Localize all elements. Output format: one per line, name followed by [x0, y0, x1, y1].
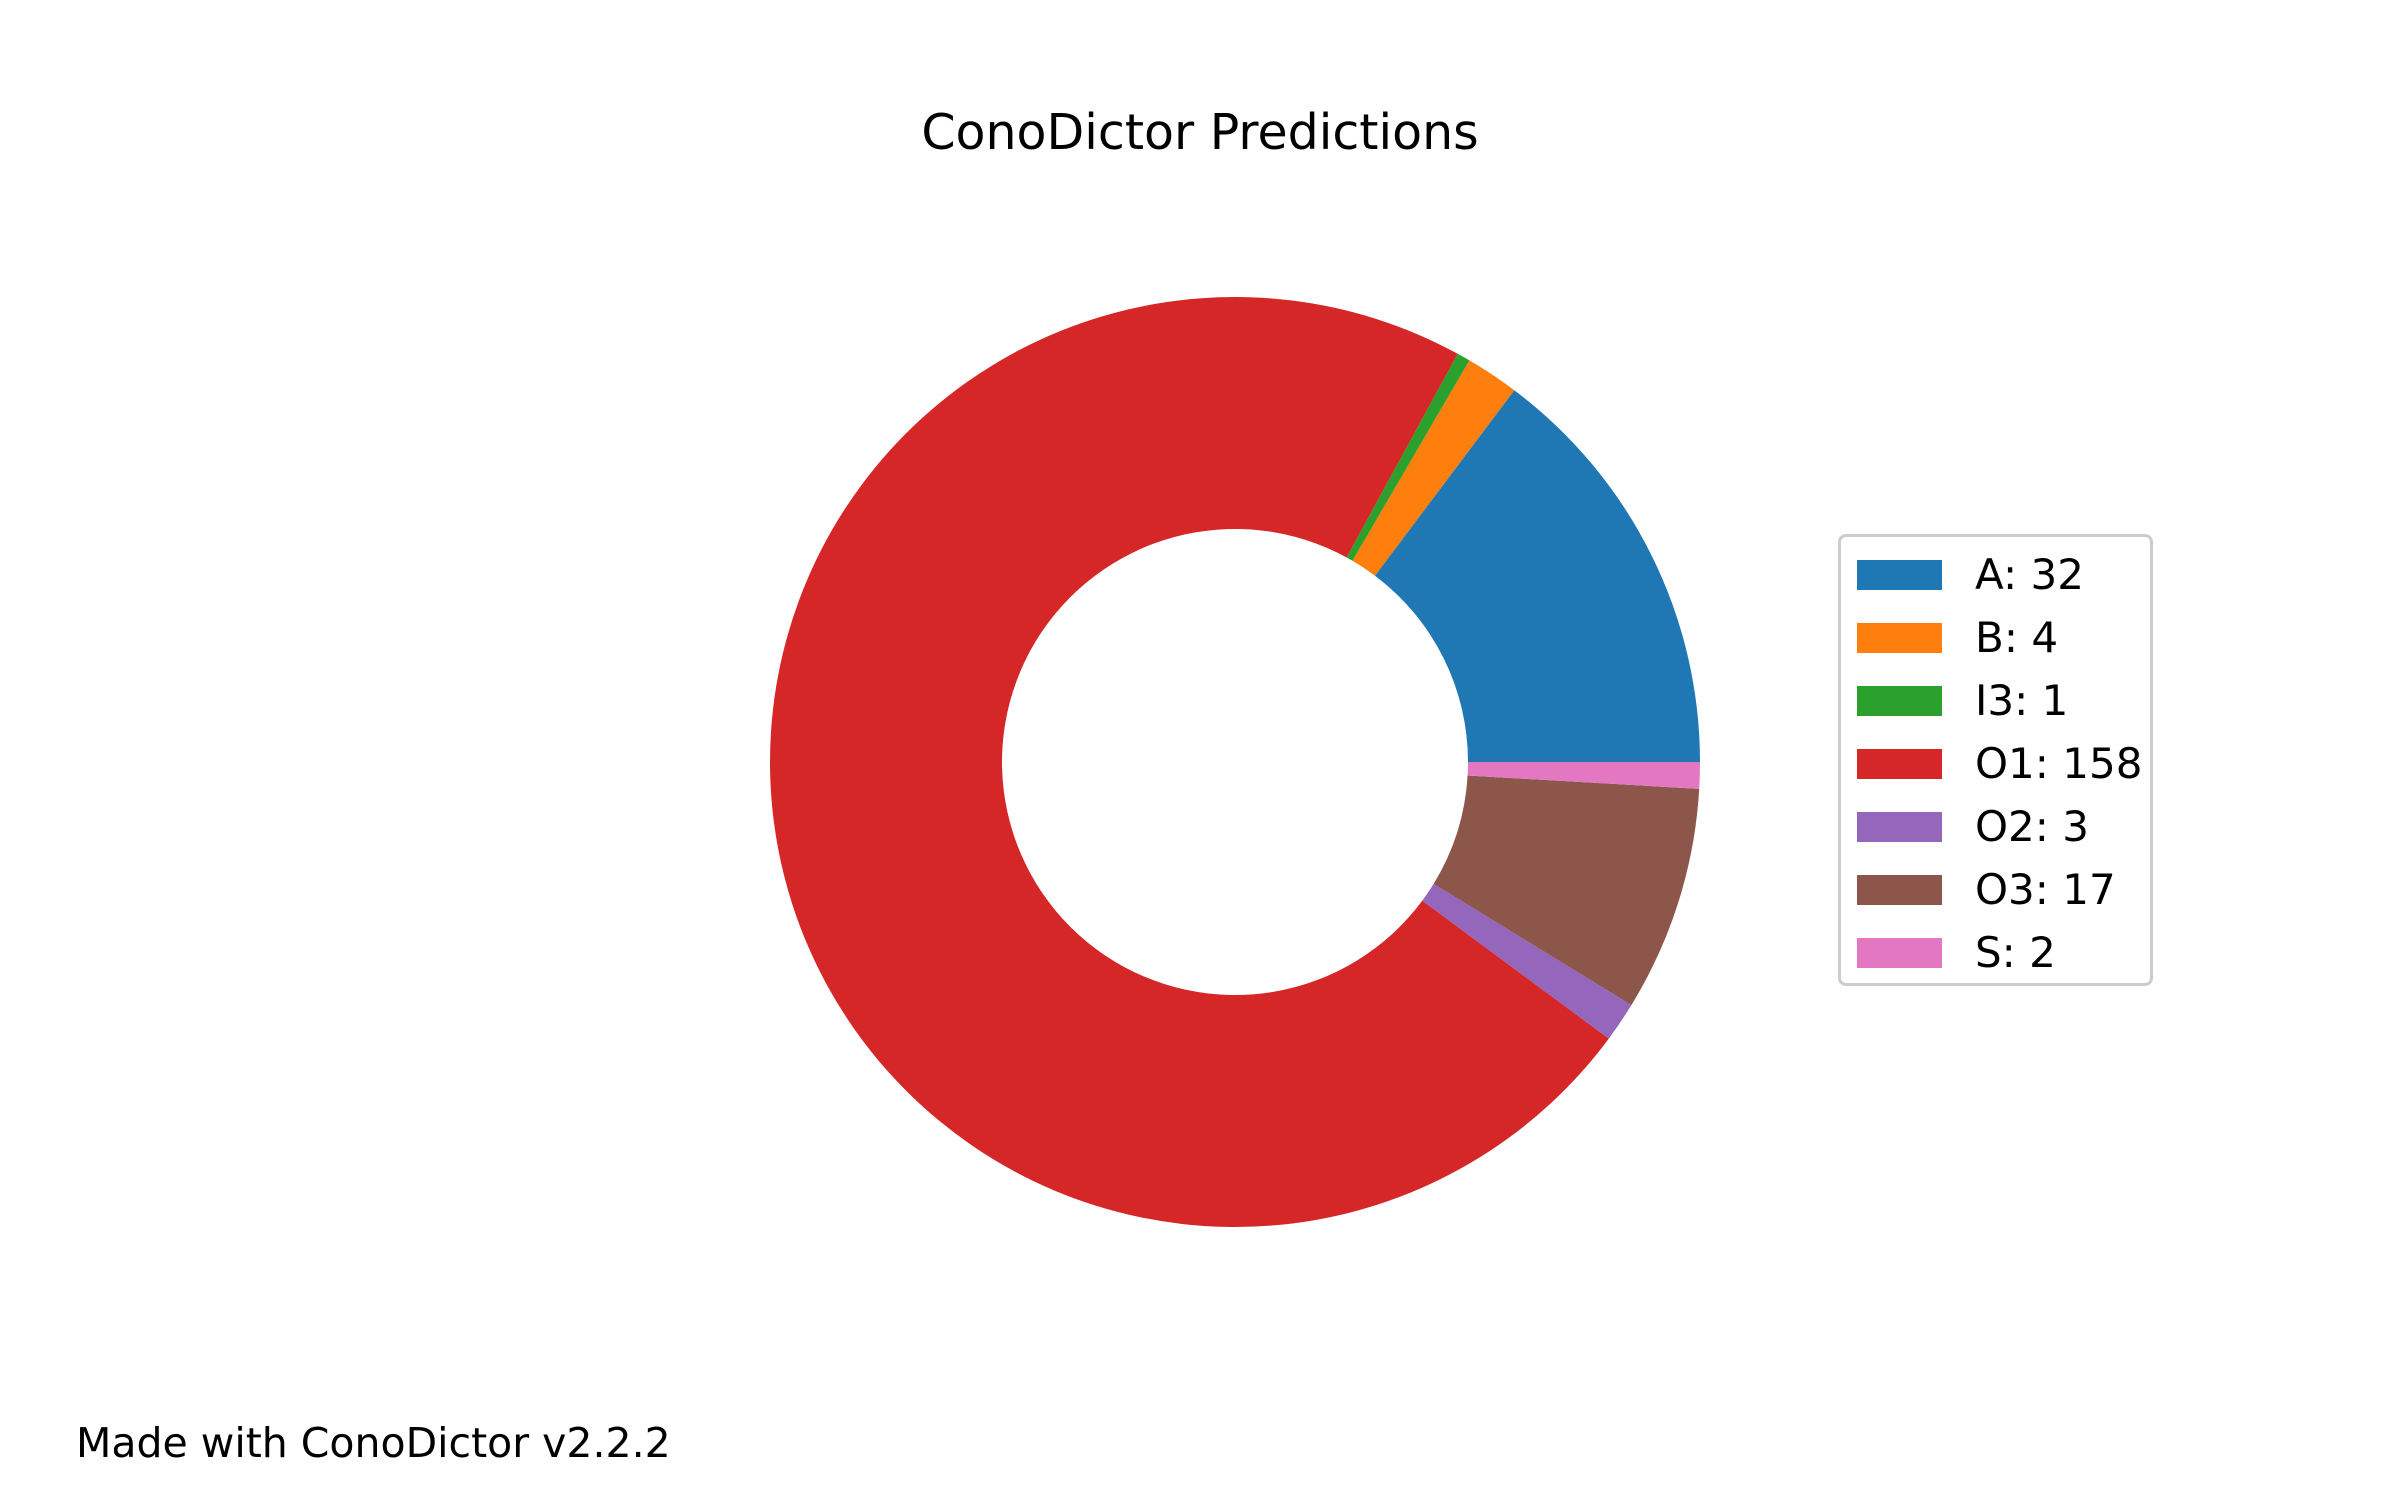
- slice-o2: [1422, 883, 1632, 1039]
- legend-swatch: [1857, 623, 1942, 653]
- donut-slices: [769, 296, 1700, 1227]
- legend-label: O1: 158: [1975, 739, 2143, 788]
- legend-label: A: 32: [1975, 550, 2084, 599]
- legend-item-o2: O2: 3: [1857, 805, 2089, 849]
- slice-s: [1467, 762, 1700, 789]
- slice-a: [1374, 390, 1700, 762]
- footer-note: Made with ConoDictor v2.2.2: [76, 1419, 671, 1467]
- legend-swatch: [1857, 749, 1942, 779]
- slice-o1: [769, 296, 1609, 1227]
- slice-b: [1352, 360, 1515, 576]
- legend-swatch: [1857, 938, 1942, 968]
- legend-item-s: S: 2: [1857, 931, 2056, 975]
- legend: A: 32 B: 4 I3: 1 O1: 158 O2: 3 O3: 17 S: 2: [1838, 534, 2153, 986]
- legend-label: I3: 1: [1975, 676, 2069, 725]
- legend-item-b: B: 4: [1857, 616, 2058, 660]
- slice-i3: [1346, 353, 1470, 561]
- legend-swatch: [1857, 686, 1942, 716]
- legend-item-i3: I3: 1: [1857, 679, 2068, 723]
- legend-label: B: 4: [1975, 613, 2059, 662]
- legend-swatch: [1857, 812, 1942, 842]
- legend-item-o3: O3: 17: [1857, 868, 2116, 912]
- legend-item-a: A: 32: [1857, 553, 2084, 597]
- chart-title: ConoDictor Predictions: [921, 104, 1479, 161]
- legend-item-o1: O1: 158: [1857, 742, 2142, 786]
- legend-swatch: [1857, 875, 1942, 905]
- legend-label: O3: 17: [1975, 865, 2116, 914]
- legend-label: O2: 3: [1975, 802, 2090, 851]
- legend-swatch: [1857, 560, 1942, 590]
- legend-label: S: 2: [1975, 928, 2056, 977]
- slice-o3: [1433, 775, 1700, 1006]
